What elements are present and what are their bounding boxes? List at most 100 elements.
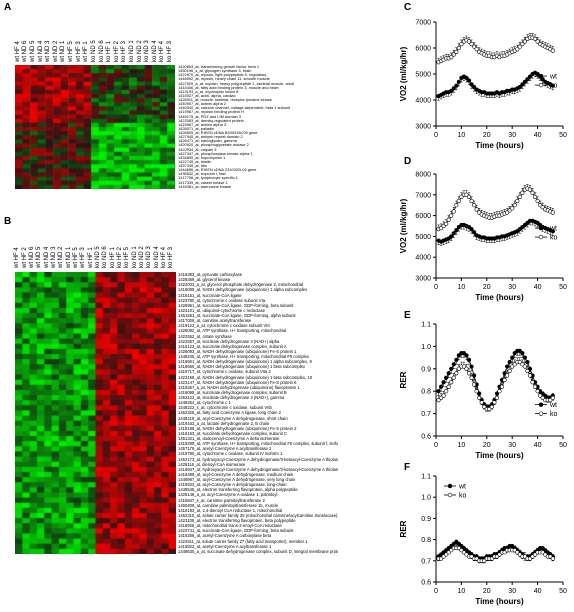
data-point-ko	[451, 209, 456, 214]
x-tick-label: 10	[458, 442, 466, 449]
data-point-ko	[527, 373, 533, 378]
gene-label: 1416153_at, succinate dehydrogenase comp…	[178, 430, 287, 436]
x-tick-label: 30	[508, 132, 516, 139]
legend-label: wt	[549, 226, 557, 233]
data-point-ko	[469, 198, 474, 204]
gene-label: 1418196_at, NADH dehydrogenase (ubiquino…	[178, 425, 297, 431]
data-point-ko	[507, 368, 512, 374]
gene-label: 1416660_at, NADH dehydrogenase (ubiquino…	[178, 364, 306, 370]
heatmap-column-label: ko ND 4	[153, 246, 160, 268]
y-tick-label: 0.6	[421, 434, 431, 441]
heatmap-column-label: ko HF 3	[168, 246, 175, 268]
gene-label: 1417339_at, casein kinase 1	[178, 179, 228, 185]
data-point-wt	[469, 227, 474, 232]
gene-label: 1426471_at, sarcoglycan, gamma	[178, 138, 237, 144]
data-point-wt	[525, 77, 530, 82]
data-point-wt	[454, 357, 459, 362]
gene-label: 1420920_at, phosphoglycerate mutase 2	[178, 142, 249, 148]
gene-label: 1444406_at, fatty acid binding protein 3…	[178, 84, 279, 90]
data-point-ko	[464, 366, 469, 371]
gene-label: 1448254_at, cytochrome c 1	[178, 400, 231, 406]
x-tick-label: 10	[458, 132, 466, 139]
data-point-ko	[550, 48, 555, 53]
data-point-wt	[550, 83, 555, 88]
data-point-ko	[512, 203, 517, 208]
data-point-wt	[451, 231, 456, 236]
data-point-ko	[532, 194, 538, 199]
chart-c-vo2: 0 10 20 30 40 50 3000 4000 5000 6000 7000 Time (hou…	[399, 20, 567, 151]
gene-label: 1428116_at, dienoyl-CoA isomerase	[178, 461, 246, 467]
data-point-wt	[466, 357, 472, 362]
data-point-wt	[520, 82, 525, 87]
data-point-ko	[446, 384, 451, 389]
y-tick-label: 1.0	[421, 344, 431, 351]
heatmap-column-label: ko ND 3	[146, 246, 153, 268]
data-point-ko	[456, 198, 461, 204]
data-point-ko	[535, 39, 540, 44]
data-point-ko	[494, 395, 500, 401]
data-point-ko	[438, 395, 444, 401]
data-point-ko	[532, 36, 538, 42]
y-tick-label: 6000	[415, 46, 431, 53]
y-tick-label: 1.1	[421, 474, 431, 481]
heatmap-column-label: ko ND 2	[136, 40, 143, 62]
data-point-ko	[497, 389, 502, 394]
data-point-wt	[464, 75, 469, 81]
gene-label: 1423158_at, NADH dehydrogenase (ubiquino…	[178, 374, 313, 380]
y-tick-label: 0.7	[421, 411, 431, 418]
data-point-wt	[469, 82, 474, 87]
gene-label: 1444656_at, RIKEN cDNA 2310002L09 gene	[178, 167, 257, 173]
gene-label: 1451551_at, succinate-CoA ligase, GDP-fo…	[178, 313, 296, 318]
data-point-ko	[520, 42, 525, 47]
x-tick-label: 30	[508, 442, 516, 449]
data-point-wt	[446, 371, 451, 376]
panel-b-letter: B	[4, 216, 12, 227]
gene-label: 1419193_a_at, myotrophic factor 6	[178, 88, 239, 94]
data-point-ko	[474, 207, 479, 212]
y-tick-label: 8000	[415, 172, 431, 179]
heatmap-column-label: wt ND 3	[45, 40, 52, 62]
y-tick-label: 3000	[415, 124, 431, 131]
data-point-wt	[525, 359, 530, 365]
data-point-ko	[487, 407, 492, 412]
data-point-ko	[515, 47, 520, 52]
y-tick-label: 6000	[415, 213, 431, 220]
y-tick-label: 1.1	[421, 322, 431, 329]
gene-label: 1448245_at, ATP synthase, H+ transportin…	[178, 354, 310, 359]
heatmap-column-label: wt HF 5	[68, 41, 75, 62]
data-point-ko	[449, 213, 454, 218]
legend-marker	[447, 483, 453, 489]
chart-d-vo2: 0 10 20 30 40 50 3000 4000 5000 6000 7000 8000 Time …	[399, 172, 567, 303]
gene-label: 1419780_at, cytochrome c oxidase, subuni…	[178, 451, 283, 457]
legend-label: ko	[550, 235, 558, 242]
legend-marker	[447, 492, 453, 498]
x-tick-label: 10	[458, 588, 466, 595]
legend-label: ko	[459, 493, 467, 500]
data-point-wt	[520, 351, 525, 356]
gene-label: 1440907_at, actinin alpha 2	[178, 101, 227, 107]
panel-c-letter: C	[404, 2, 412, 13]
gene-label: 1448992_at, myosin, heavy chain 11, smoo…	[178, 76, 270, 82]
heatmap-column-label: wt ND 1	[65, 246, 72, 268]
heatmap-a-gene-list: 1420653_at, transforming growth factor, …	[178, 65, 328, 189]
data-point-wt	[522, 355, 527, 360]
data-point-ko	[535, 198, 540, 204]
data-point-ko	[444, 389, 449, 394]
gene-label: 1448987_at, acyl-Coenzyme A dehydrogenas…	[178, 477, 296, 482]
gene-label: 1417756_at, lymphocyte specific 1	[178, 175, 238, 181]
heatmap-column-label: ko HF 3	[167, 40, 174, 62]
y-tick-label: 5000	[415, 72, 431, 79]
data-point-wt	[454, 228, 459, 233]
x-tick-label: 20	[483, 284, 491, 291]
x-axis-label: Time (hours)	[475, 597, 524, 606]
data-point-wt	[505, 364, 510, 369]
data-point-ko	[451, 52, 456, 57]
data-point-ko	[515, 198, 520, 204]
data-point-wt	[449, 234, 454, 239]
y-tick-label: 1.0	[421, 495, 431, 502]
panel-e-letter: E	[404, 310, 411, 321]
heatmap-column-label: ko HF 2	[113, 40, 120, 62]
gene-label: 1419099_at, NADH dehydrogenase (ubiquino…	[178, 287, 308, 293]
data-point-ko	[466, 371, 472, 376]
heatmap-column-label: ko ND 5	[90, 40, 97, 62]
